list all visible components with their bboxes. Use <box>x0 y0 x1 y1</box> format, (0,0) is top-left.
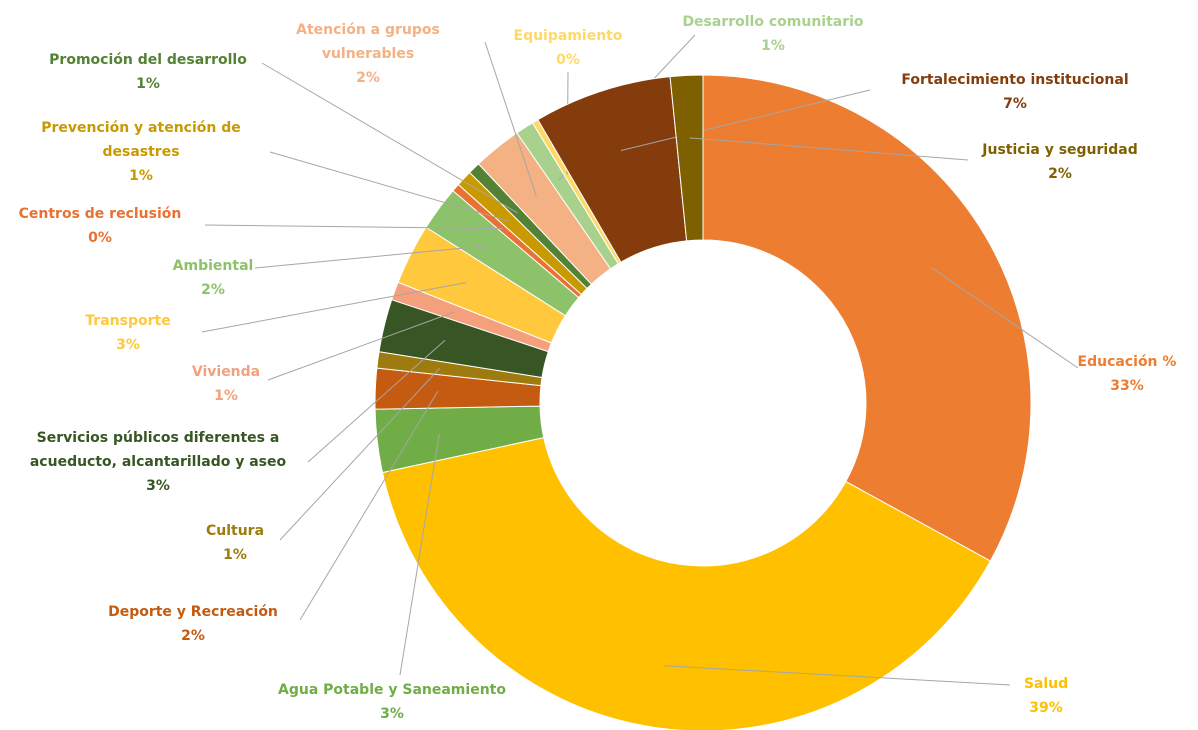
category-name: Transporte <box>85 313 171 329</box>
category-name: Cultura <box>205 523 265 539</box>
percent-label: 3% <box>380 706 404 722</box>
data-label: Prevención y atención de desastres 1% <box>21 116 261 188</box>
percent-label: 1% <box>223 547 247 563</box>
category-name: Desarrollo comunitario <box>682 14 864 30</box>
category-name: Deporte y Recreación <box>108 604 278 620</box>
category-name: Atención a grupos vulnerables <box>296 22 440 62</box>
data-label: Atención a grupos vulnerables 2% <box>283 18 453 90</box>
percent-label: 39% <box>1029 700 1063 716</box>
percent-label: 1% <box>136 76 160 92</box>
leader-line <box>484 41 537 197</box>
category-name: Equipamiento <box>513 28 623 44</box>
percent-label: 7% <box>1003 96 1027 112</box>
slice <box>381 436 992 730</box>
category-name: Salud <box>1023 676 1069 692</box>
percent-label: 2% <box>201 282 225 298</box>
percent-label: 1% <box>214 388 238 404</box>
leader-line <box>307 339 446 463</box>
category-name: Educación % <box>1077 354 1177 370</box>
category-name: Fortalecimiento institucional <box>901 72 1129 88</box>
slice <box>702 74 1032 562</box>
data-label: Agua Potable y Saneamiento 3% <box>262 678 522 726</box>
data-label: Centros de reclusión 0% <box>0 202 200 250</box>
leader-line <box>399 433 440 676</box>
category-name: Servicios públicos diferentes a acueduct… <box>29 430 287 470</box>
data-label: Cultura 1% <box>185 519 285 567</box>
data-label: Ambiental 2% <box>158 254 268 302</box>
leader-line <box>261 62 518 214</box>
percent-label: 2% <box>356 70 380 86</box>
category-name: Ambiental <box>172 258 254 274</box>
category-name: Vivienda <box>191 364 261 380</box>
percent-label: 3% <box>146 478 170 494</box>
slice <box>669 74 704 242</box>
category-name: Centros de reclusión <box>18 206 182 222</box>
leader-line <box>201 281 467 333</box>
data-label: Equipamiento 0% <box>503 24 633 72</box>
category-name: Promoción del desarrollo <box>49 52 247 68</box>
data-label: Servicios públicos diferentes a acueduct… <box>8 426 308 498</box>
leader-line <box>269 151 510 222</box>
data-label: Deporte y Recreación 2% <box>83 600 303 648</box>
category-name: Agua Potable y Saneamiento <box>278 682 506 698</box>
data-label: Promoción del desarrollo 1% <box>28 48 268 96</box>
percent-label: 2% <box>181 628 205 644</box>
percent-label: 3% <box>116 337 140 353</box>
percent-label: 0% <box>556 52 580 68</box>
category-name: Justicia y seguridad <box>982 142 1138 158</box>
data-label: Educación % 33% <box>1057 350 1197 398</box>
data-label: Justicia y seguridad 2% <box>965 138 1155 186</box>
category-name: Prevención y atención de desastres <box>41 120 241 160</box>
leader-line <box>299 391 439 621</box>
leader-line <box>267 311 454 381</box>
percent-label: 1% <box>129 168 153 184</box>
leader-line <box>254 245 490 269</box>
data-label: Vivienda 1% <box>176 360 276 408</box>
percent-label: 0% <box>88 230 112 246</box>
leader-line <box>279 367 441 541</box>
data-label: Transporte 3% <box>68 309 188 357</box>
percent-label: 2% <box>1048 166 1072 182</box>
percent-label: 1% <box>761 38 785 54</box>
data-label: Desarrollo comunitario 1% <box>673 10 873 58</box>
leader-line <box>664 665 1011 686</box>
data-label: Salud 39% <box>996 672 1096 720</box>
leader-line <box>689 137 969 161</box>
leader-line <box>931 267 1079 369</box>
leader-line <box>204 224 503 230</box>
leader-line <box>620 89 871 151</box>
data-label: Fortalecimiento institucional 7% <box>885 68 1145 116</box>
percent-label: 33% <box>1110 378 1144 394</box>
